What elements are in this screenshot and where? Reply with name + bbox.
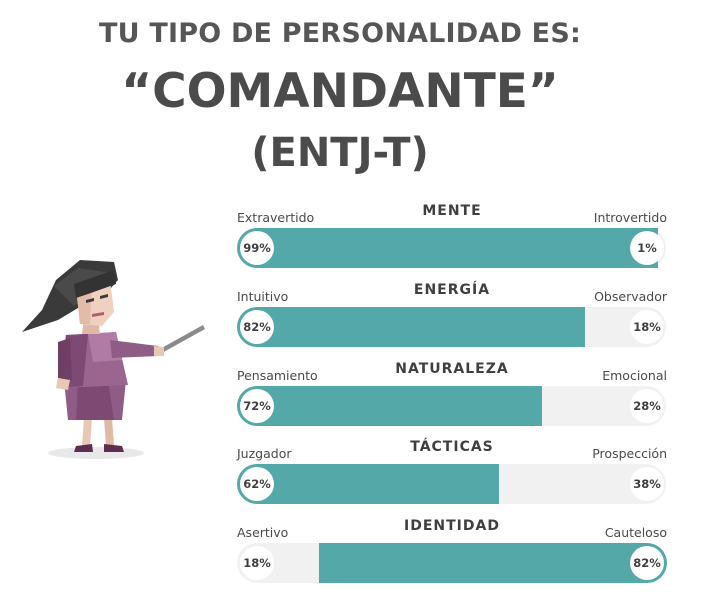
- scale-fill: [237, 228, 658, 268]
- scale-title: MENTE: [422, 203, 482, 219]
- scale-left-label: Pensamiento: [237, 368, 318, 383]
- scale-left-label: Juzgador: [237, 446, 292, 461]
- scale-left-percent: 72%: [240, 389, 274, 423]
- scale-right-label: Prospección: [592, 446, 667, 461]
- personality-name: “COMANDANTE”: [121, 64, 559, 119]
- figure-shoe-left: [74, 444, 93, 452]
- commander-woman-pointer-illustration: [22, 260, 205, 459]
- scale-fill: [319, 543, 667, 583]
- scale-right-label: Introvertido: [593, 210, 667, 225]
- scale-fill: [237, 386, 542, 426]
- scale-right-percent: 82%: [630, 546, 664, 580]
- scale-title: NATURALEZA: [395, 361, 509, 377]
- figure-leg-left: [82, 418, 92, 446]
- scale-title: IDENTIDAD: [404, 518, 500, 534]
- figure-leg-right: [104, 418, 114, 446]
- figure-shoe-right: [104, 444, 124, 452]
- scale-left-label: Extravertido: [237, 210, 315, 225]
- scale-energia: Intuitivo ENERGÍA Observador 82% 18%: [237, 282, 667, 351]
- scale-right-percent: 28%: [630, 389, 664, 423]
- pointer-stick: [158, 325, 205, 354]
- scale-left-percent: 18%: [240, 546, 274, 580]
- scale-right-label: Cauteloso: [604, 525, 667, 540]
- figure-arm: [110, 340, 158, 358]
- scale-left-percent: 82%: [240, 310, 274, 344]
- scale-title: ENERGÍA: [413, 282, 491, 298]
- personality-code: (ENTJ-T): [251, 130, 429, 176]
- scale-title: TÁCTICAS: [410, 439, 494, 455]
- scale-fill: [237, 464, 499, 504]
- scale-right-label: Emocional: [602, 368, 667, 383]
- scale-right-percent: 38%: [630, 467, 664, 501]
- scale-identidad: Asertivo IDENTIDAD Cauteloso 18% 82%: [237, 518, 667, 587]
- scale-mente: Extravertido MENTE Introvertido 99% 1%: [237, 203, 667, 272]
- scale-left-label: Asertivo: [237, 525, 289, 540]
- figure-shadow: [48, 447, 144, 459]
- scale-naturaleza: Pensamiento NATURALEZA Emocional 72% 28%: [237, 361, 667, 430]
- scale-left-percent: 62%: [240, 467, 274, 501]
- scale-tacticas: Juzgador TÁCTICAS Prospección 62% 38%: [237, 439, 667, 508]
- scale-right-label: Observador: [594, 289, 667, 304]
- scale-right-percent: 1%: [630, 231, 664, 265]
- scale-left-percent: 99%: [240, 231, 274, 265]
- result-heading: TU TIPO DE PERSONALIDAD ES:: [99, 18, 581, 49]
- scale-fill: [237, 307, 585, 347]
- scale-left-label: Intuitivo: [237, 289, 289, 304]
- scale-right-percent: 18%: [630, 310, 664, 344]
